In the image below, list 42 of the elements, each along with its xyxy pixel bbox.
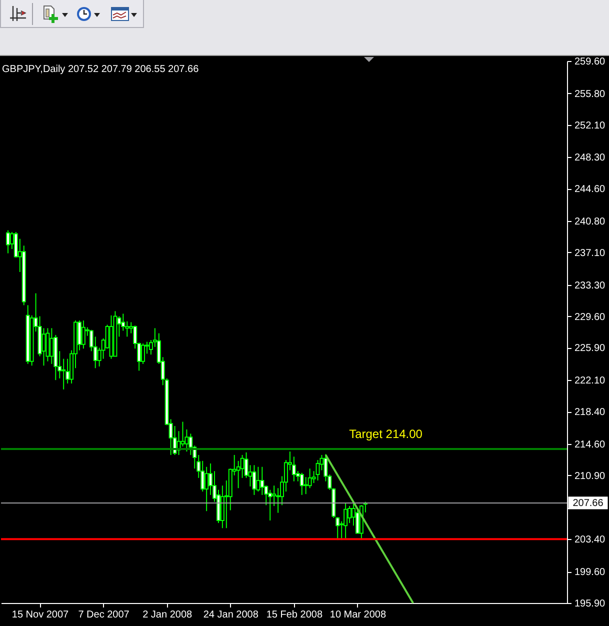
- y-tick-label: 195.90: [574, 598, 606, 610]
- candlestick: [304, 476, 308, 495]
- x-tick-label: 24 Jan 2008: [203, 610, 259, 620]
- candlestick: [42, 328, 46, 366]
- y-tick-label: 233.30: [574, 280, 606, 292]
- y-tick-label: 244.60: [574, 184, 606, 196]
- y-tick-label: 210.90: [574, 470, 606, 482]
- y-tick-label: 214.60: [574, 439, 606, 450]
- candlestick: [268, 489, 272, 521]
- y-tick-label: 229.60: [574, 312, 606, 323]
- candlestick: [50, 328, 54, 364]
- candlestick: [300, 472, 304, 496]
- annotation: Target 214.00: [349, 426, 423, 441]
- candlestick: [81, 320, 86, 350]
- candlestick: [6, 230, 10, 254]
- candlestick: [77, 320, 82, 351]
- candlestick: [344, 502, 348, 539]
- candlestick: [252, 464, 256, 496]
- x-tick-label: 2 Jan 2008: [142, 610, 193, 620]
- y-tick-label: 237.10: [574, 248, 606, 259]
- candlestick: [180, 421, 185, 447]
- chart-title: GBPJPY,Daily 207.52 207.79 206.55 207.66: [2, 64, 200, 75]
- x-tick-label: 10 Mar 2008: [330, 610, 386, 620]
- y-tick-label: 199.60: [574, 567, 606, 578]
- candlestick: [46, 328, 50, 362]
- y-tick-label: 259.60: [574, 56, 606, 68]
- y-tick-label: 252.10: [574, 120, 606, 132]
- candlestick: [141, 342, 146, 364]
- candlestick: [256, 466, 260, 492]
- y-tick-label: 222.10: [574, 376, 606, 387]
- y-tick-label: 248.30: [574, 152, 606, 164]
- x-tick-label: 15 Feb 2008: [266, 610, 323, 620]
- x-tick-label: 7 Dec 2007: [78, 610, 130, 620]
- candlestick: [204, 466, 209, 512]
- y-tick-label: 203.40: [574, 534, 606, 546]
- y-tick-label: 240.80: [574, 216, 606, 228]
- x-tick-label: 15 Nov 2007: [12, 610, 70, 620]
- ref-line-label: 207.66: [572, 498, 604, 509]
- y-tick-label: 218.40: [574, 407, 606, 418]
- y-tick-label: 225.90: [574, 343, 606, 354]
- y-tick-label: 255.80: [574, 88, 606, 100]
- candlestick: [62, 358, 66, 390]
